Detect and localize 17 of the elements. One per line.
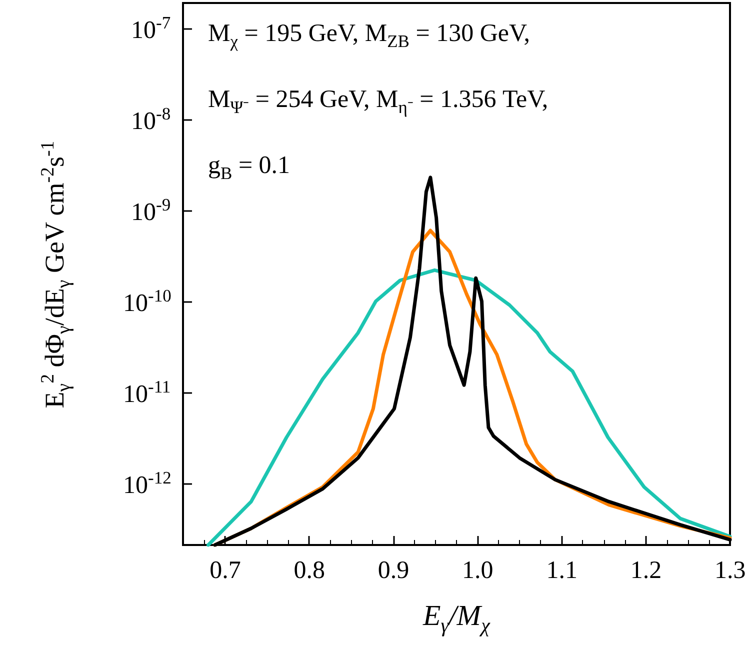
annotation: M$_{Ψ⁻}$ = 254 GeV, M$_{η⁻}$ = 1.356 TeV, — [208, 86, 548, 117]
annotation: M$_{χ}$ = 195 GeV, M$_{Z}$$_{B}$ = 130 GeV, — [208, 20, 530, 51]
y-tick-label: 10$^{-8}$ — [131, 104, 171, 136]
y-tick-label: 10$^{-10}$ — [123, 286, 172, 318]
y-tick-label: 10$^{-11}$ — [123, 377, 171, 410]
x-tick-label: 1.1 — [546, 557, 578, 585]
y-tick-label: 10$^{-7}$ — [131, 13, 171, 46]
y-tick-label: 10$^{-9}$ — [131, 195, 171, 228]
x-tick-label: 1.0 — [462, 557, 494, 585]
x-tick-label: 0.9 — [378, 557, 410, 585]
x-tick-label: 1.2 — [630, 557, 662, 585]
annotation: g$_{B}$ = 0.1 — [208, 152, 290, 183]
y-tick-label: 10$^{-12}$ — [123, 468, 172, 500]
x-tick-label: 0.7 — [210, 557, 241, 585]
x-tick-label: 0.8 — [294, 557, 325, 585]
x-axis-title: E$_{γ}$/M$_{χ}$ — [423, 600, 490, 637]
x-tick-label: 1.3 — [714, 557, 746, 585]
